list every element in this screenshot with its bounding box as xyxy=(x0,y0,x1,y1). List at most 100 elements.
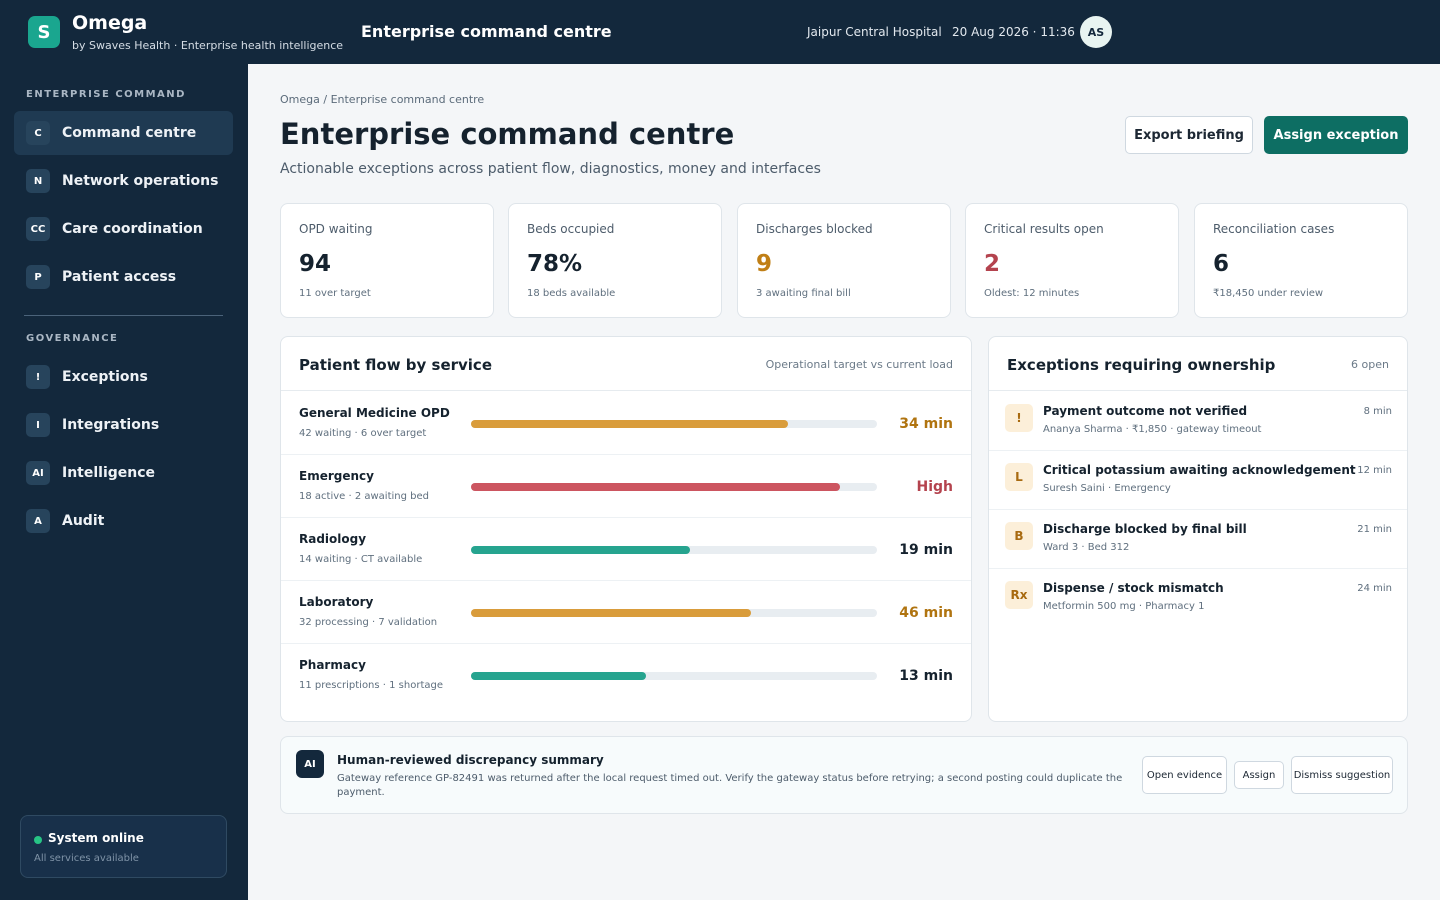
flow-row-emergency[interactable]: Emergency 18 active · 2 awaiting bed Hig… xyxy=(281,455,971,518)
integrations-icon: I xyxy=(26,413,50,437)
kpi-label: Reconciliation cases xyxy=(1213,222,1335,236)
system-status-title: System online xyxy=(48,831,144,845)
care-coordination-icon: CC xyxy=(26,217,50,241)
exception-title: Payment outcome not verified xyxy=(1043,404,1248,418)
app-name: Omega xyxy=(72,12,148,34)
flow-row-radiology[interactable]: Radiology 14 waiting · CT available 19 m… xyxy=(281,518,971,581)
kpi-card-reconciliation[interactable]: Reconciliation cases 6 ₹18,450 under rev… xyxy=(1194,203,1408,318)
flow-load-fill xyxy=(471,672,646,680)
assign-exception-button[interactable]: Assign exception xyxy=(1264,116,1408,154)
flow-load-fill xyxy=(471,420,788,428)
kpi-value: 9 xyxy=(756,251,773,277)
sidebar-item-label: Patient access xyxy=(62,269,177,285)
exception-detail: Ananya Sharma · ₹1,850 · gateway timeout xyxy=(1043,424,1262,435)
exceptions-title: Exceptions requiring ownership xyxy=(1007,356,1276,374)
exception-title: Discharge blocked by final bill xyxy=(1043,522,1247,536)
sidebar-section-command: ENTERPRISE COMMAND xyxy=(26,89,186,100)
sidebar-item-audit[interactable]: A Audit xyxy=(14,499,233,543)
exception-detail: Suresh Saini · Emergency xyxy=(1043,483,1171,494)
kpi-card-discharges-blocked[interactable]: Discharges blocked 9 3 awaiting final bi… xyxy=(737,203,951,318)
sidebar-item-label: Command centre xyxy=(62,125,197,141)
current-datetime: 20 Aug 2026 · 11:36 xyxy=(952,25,1075,39)
flow-value: 34 min xyxy=(899,416,953,432)
flow-value: 19 min xyxy=(899,542,953,558)
sidebar-item-exceptions[interactable]: ! Exceptions xyxy=(14,355,233,399)
open-evidence-button[interactable]: Open evidence xyxy=(1142,756,1227,794)
flow-value: High xyxy=(916,479,953,495)
flow-load-fill xyxy=(471,546,691,554)
status-dot-icon xyxy=(34,836,42,844)
kpi-label: Discharges blocked xyxy=(756,222,873,236)
exception-item-discharge[interactable]: B Discharge blocked by final bill Ward 3… xyxy=(989,510,1407,569)
kpi-value: 6 xyxy=(1213,251,1230,277)
flow-load-track xyxy=(471,609,877,617)
sidebar-divider xyxy=(24,315,223,316)
user-avatar[interactable]: AS xyxy=(1080,16,1112,48)
patient-flow-meta: Operational target vs current load xyxy=(765,358,953,371)
network-operations-icon: N xyxy=(26,169,50,193)
header-title: Enterprise command centre xyxy=(361,22,612,41)
flow-row-pharmacy[interactable]: Pharmacy 11 prescriptions · 1 shortage 1… xyxy=(281,644,971,707)
exception-item-dispense[interactable]: Rx Dispense / stock mismatch Metformin 5… xyxy=(989,569,1407,628)
flow-value: 13 min xyxy=(899,668,953,684)
sidebar-item-label: Intelligence xyxy=(62,465,156,481)
page-title: Enterprise command centre xyxy=(280,117,735,151)
command-centre-icon: C xyxy=(26,121,50,145)
intelligence-icon: AI xyxy=(26,461,50,485)
bill-icon: B xyxy=(1005,522,1033,550)
patient-flow-title: Patient flow by service xyxy=(299,356,492,374)
sidebar: ENTERPRISE COMMAND C Command centre N Ne… xyxy=(0,64,248,900)
kpi-card-opd-waiting[interactable]: OPD waiting 94 11 over target xyxy=(280,203,494,318)
exception-title: Dispense / stock mismatch xyxy=(1043,581,1224,595)
sidebar-item-patient-access[interactable]: P Patient access xyxy=(14,255,233,299)
page-subtitle: Actionable exceptions across patient flo… xyxy=(280,161,821,177)
flow-service-detail: 14 waiting · CT available xyxy=(299,554,423,565)
flow-load-fill xyxy=(471,609,752,617)
exception-age: 8 min xyxy=(1363,406,1392,417)
sidebar-item-care-coordination[interactable]: CC Care coordination xyxy=(14,207,233,251)
patient-flow-panel: Patient flow by service Operational targ… xyxy=(280,336,972,722)
flow-service-detail: 42 waiting · 6 over target xyxy=(299,428,427,439)
sidebar-item-network-operations[interactable]: N Network operations xyxy=(14,159,233,203)
flow-service-detail: 32 processing · 7 validation xyxy=(299,617,438,628)
flow-load-track xyxy=(471,420,877,428)
kpi-card-beds-occupied[interactable]: Beds occupied 78% 18 beds available xyxy=(508,203,722,318)
export-briefing-button[interactable]: Export briefing xyxy=(1125,116,1253,154)
flow-row-general-medicine[interactable]: General Medicine OPD 42 waiting · 6 over… xyxy=(281,392,971,455)
exception-title: Critical potassium awaiting acknowledgem… xyxy=(1043,463,1356,477)
flow-service-name: Laboratory xyxy=(299,595,374,609)
ai-assign-button[interactable]: Assign xyxy=(1234,761,1284,789)
breadcrumb[interactable]: Omega / Enterprise command centre xyxy=(280,93,485,106)
exception-age: 21 min xyxy=(1357,524,1392,535)
dismiss-suggestion-button[interactable]: Dismiss suggestion xyxy=(1291,756,1393,794)
kpi-label: Beds occupied xyxy=(527,222,615,236)
pharmacy-icon: Rx xyxy=(1005,581,1033,609)
sidebar-item-label: Audit xyxy=(62,513,105,529)
sidebar-item-intelligence[interactable]: AI Intelligence xyxy=(14,451,233,495)
ai-summary-text: Gateway reference GP-82491 was returned … xyxy=(337,773,1123,798)
audit-icon: A xyxy=(26,509,50,533)
kpi-subtext: 11 over target xyxy=(299,288,371,299)
hospital-name: Jaipur Central Hospital xyxy=(807,25,942,39)
flow-load-track xyxy=(471,483,877,491)
exception-item-payment[interactable]: ! Payment outcome not verified Ananya Sh… xyxy=(989,392,1407,451)
patient-access-icon: P xyxy=(26,265,50,289)
flow-row-laboratory[interactable]: Laboratory 32 processing · 7 validation … xyxy=(281,581,971,644)
exception-age: 24 min xyxy=(1357,583,1392,594)
exception-detail: Ward 3 · Bed 312 xyxy=(1043,542,1130,553)
system-status-card: System online All services available xyxy=(20,815,227,878)
sidebar-item-command-centre[interactable]: C Command centre xyxy=(14,111,233,155)
ai-icon: AI xyxy=(296,750,324,778)
exceptions-icon: ! xyxy=(26,365,50,389)
kpi-subtext: Oldest: 12 minutes xyxy=(984,288,1080,299)
exception-item-potassium[interactable]: L Critical potassium awaiting acknowledg… xyxy=(989,451,1407,510)
kpi-subtext: 18 beds available xyxy=(527,288,616,299)
flow-service-name: Radiology xyxy=(299,532,367,546)
kpi-label: OPD waiting xyxy=(299,222,373,236)
app-logo: S xyxy=(28,16,60,48)
sidebar-item-integrations[interactable]: I Integrations xyxy=(14,403,233,447)
top-bar: S Omega by Swaves Health · Enterprise he… xyxy=(0,0,1440,64)
kpi-value: 78% xyxy=(527,251,583,277)
ai-summary-title: Human-reviewed discrepancy summary xyxy=(337,753,604,767)
kpi-card-critical-results[interactable]: Critical results open 2 Oldest: 12 minut… xyxy=(965,203,1179,318)
